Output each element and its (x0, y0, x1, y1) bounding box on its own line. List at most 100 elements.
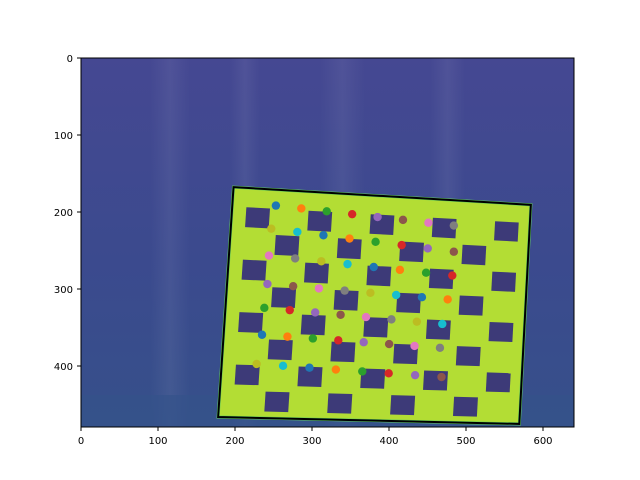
dark-square (488, 322, 514, 343)
dark-square (307, 210, 333, 232)
dark-square (264, 391, 290, 413)
dark-square (494, 221, 519, 242)
corner-point (366, 288, 375, 297)
dark-square (396, 292, 422, 314)
corner-point (449, 221, 459, 230)
corner-point (308, 334, 318, 343)
axes-frame (80, 57, 575, 428)
x-tick-label: 400 (379, 436, 398, 447)
dark-square (336, 238, 362, 260)
y-tick-label: 200 (54, 208, 73, 219)
corner-point (283, 332, 292, 341)
corner-point (421, 268, 431, 277)
corner-point (412, 317, 422, 326)
dark-square (327, 393, 353, 414)
corner-point (438, 319, 447, 329)
dark-square (369, 214, 395, 236)
x-axis: 0 100 200 300 400 500 600 (78, 427, 553, 447)
x-tick-label: 600 (533, 436, 552, 447)
corner-point (290, 254, 300, 263)
corner-point (322, 207, 331, 216)
corner-point (288, 282, 298, 291)
corner-point (319, 231, 328, 240)
corner-point (424, 218, 433, 227)
corner-point (373, 212, 382, 222)
dark-square (452, 396, 478, 417)
corner-point (317, 257, 326, 266)
corner-point (331, 365, 341, 374)
corner-point (417, 292, 427, 302)
dark-square (431, 217, 457, 239)
corner-point (391, 290, 401, 300)
corner-point (293, 227, 302, 237)
corner-point (387, 315, 396, 324)
y-tick-label: 100 (54, 131, 73, 142)
corner-point (398, 215, 408, 225)
dark-square (360, 368, 386, 389)
x-tick-label: 0 (78, 436, 84, 447)
corner-point (278, 361, 288, 371)
corner-point (359, 338, 368, 347)
dark-square (297, 366, 323, 387)
x-tick-label: 100 (148, 436, 167, 447)
corner-point (423, 244, 432, 253)
corner-point (343, 259, 352, 269)
corner-point (305, 363, 314, 372)
corner-point (347, 209, 357, 219)
dark-square (458, 295, 484, 316)
corner-point (340, 286, 349, 295)
dark-square (267, 339, 293, 361)
y-tick-label: 300 (54, 285, 73, 296)
corner-point (257, 330, 267, 339)
dark-square (363, 317, 389, 338)
corner-point (410, 341, 419, 351)
corner-point (361, 312, 371, 322)
dark-square (234, 364, 260, 386)
dark-square (333, 289, 359, 311)
corner-point (345, 234, 354, 243)
corner-point (443, 295, 452, 304)
corner-point (252, 359, 261, 369)
x-tick-label: 300 (302, 436, 321, 447)
corner-point (369, 262, 378, 272)
corner-point (371, 237, 380, 247)
corner-point (264, 251, 274, 260)
checkerboard (216, 185, 533, 426)
corner-point (435, 343, 445, 353)
corner-point (310, 308, 320, 317)
detected-corner-points (252, 201, 459, 382)
corner-point (314, 284, 324, 293)
corner-point (384, 339, 394, 349)
x-tick-label: 500 (456, 436, 475, 447)
dark-square (274, 235, 300, 257)
y-tick-label: 400 (54, 362, 73, 373)
dark-square (461, 244, 487, 266)
dark-square (428, 268, 454, 290)
dark-square (304, 262, 329, 284)
board-outline (217, 186, 532, 425)
light-stripe (150, 58, 190, 427)
corner-point (449, 247, 459, 256)
y-axis: 0 100 200 300 400 (54, 54, 81, 373)
dark-square (300, 314, 326, 336)
dark-square (390, 395, 416, 416)
corner-point (263, 279, 272, 289)
corner-point (410, 370, 420, 380)
dark-square (271, 287, 297, 309)
dark-square (330, 341, 356, 363)
y-tick-label: 0 (67, 54, 73, 65)
image-area (81, 58, 574, 427)
dark-square (238, 312, 264, 333)
corner-point (397, 240, 406, 250)
corner-point (395, 265, 405, 275)
corner-point (437, 372, 446, 382)
corner-point (271, 201, 281, 210)
dark-square (245, 207, 271, 229)
corner-point (285, 305, 294, 315)
dark-square (491, 271, 517, 292)
corner-point (384, 369, 393, 378)
corner-point (334, 336, 343, 345)
dark-square (485, 372, 511, 393)
x-tick-label: 200 (225, 436, 244, 447)
